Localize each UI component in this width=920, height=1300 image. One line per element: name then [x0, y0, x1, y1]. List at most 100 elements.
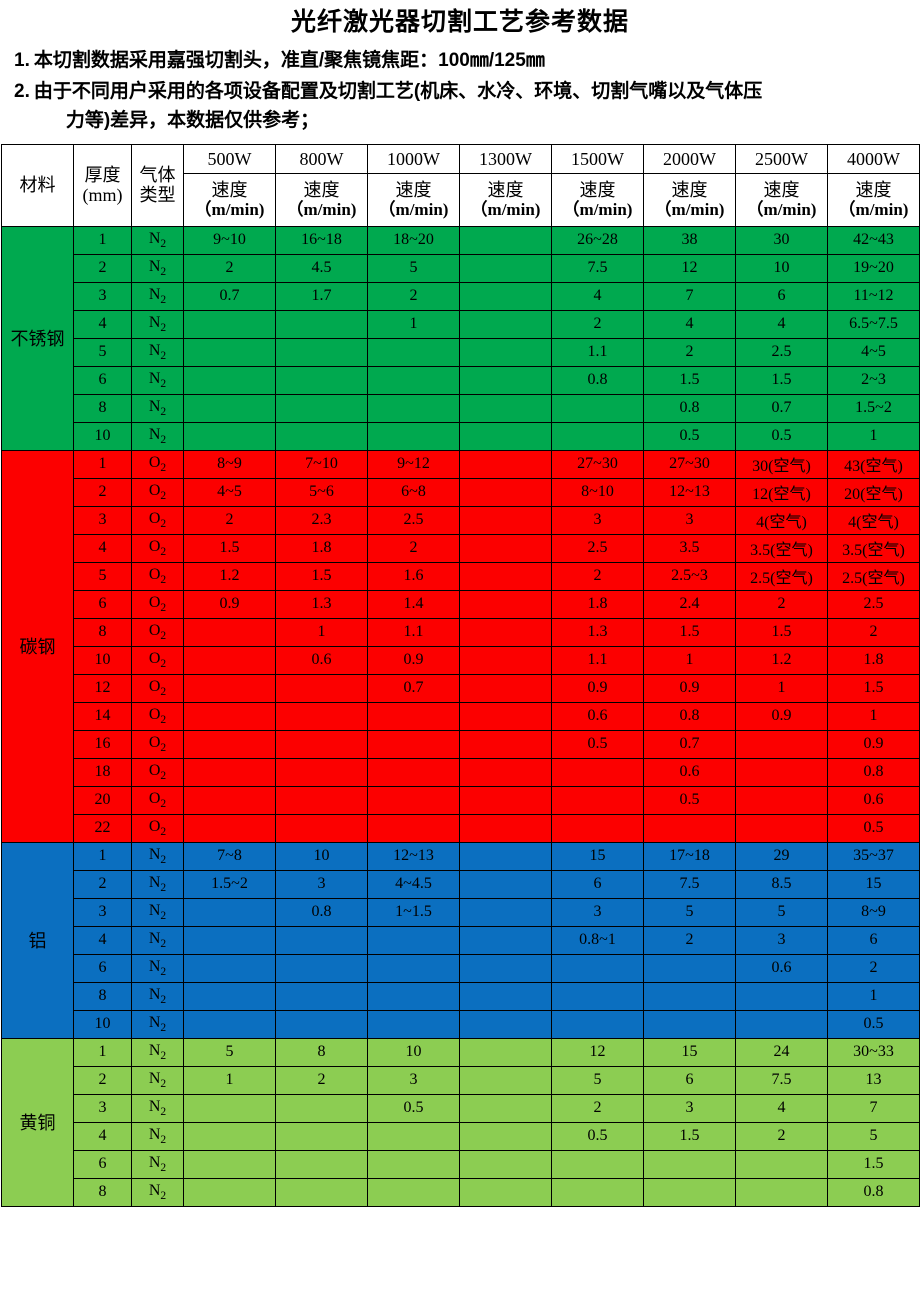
speed-cell [183, 673, 276, 703]
speed-cell: 2.5 [827, 589, 920, 619]
speed-cell [275, 925, 368, 955]
thickness-cell: 4 [73, 309, 132, 339]
table-row: 2 N2 1.5~2 3 4~4.5 6 7.5 8.5 15 [1, 869, 920, 899]
speed-cell: 12(空气) [735, 477, 828, 507]
speed-cell [275, 365, 368, 395]
header-speed-2000w: 速度 （m/min) [643, 172, 736, 227]
speed-cell: 12 [551, 1037, 644, 1067]
gas-type-cell: N2 [131, 337, 184, 367]
page-title: 光纤激光器切割工艺参考数据 [290, 8, 629, 36]
table-row: 10 N2 0.5 0.5 1 [1, 421, 920, 451]
speed-cell [459, 589, 552, 619]
speed-cell: 1.5 [735, 617, 828, 647]
gas-type-cell: O2 [131, 617, 184, 647]
speed-cell [367, 813, 460, 843]
speed-cell: 2.5 [735, 337, 828, 367]
speed-cell [367, 393, 460, 423]
speed-cell: 1.1 [367, 617, 460, 647]
speed-cell [367, 365, 460, 395]
gas-type-cell: N2 [131, 421, 184, 451]
speed-cell [275, 421, 368, 451]
speed-cell: 8~10 [551, 477, 644, 507]
speed-cell [551, 953, 644, 983]
speed-cell: 6 [735, 281, 828, 311]
header-power-800w: 800W [275, 143, 368, 174]
speed-cell [183, 337, 276, 367]
speed-cell [367, 981, 460, 1011]
header-speed-2500w: 速度 （m/min) [735, 172, 828, 227]
header-speed-1300w: 速度 （m/min) [459, 172, 552, 227]
speed-cell: 0.8 [551, 365, 644, 395]
speed-cell [459, 1009, 552, 1039]
speed-cell [551, 757, 644, 787]
table-row: 5 O2 1.2 1.5 1.6 2 2.5~3 2.5(空气) 2.5(空气) [1, 561, 920, 591]
thickness-cell: 6 [73, 365, 132, 395]
speed-cell [459, 785, 552, 815]
table-row: 3 N2 0.8 1~1.5 3 5 5 8~9 [1, 897, 920, 927]
speed-cell: 0.9 [643, 673, 736, 703]
speed-cell: 5 [367, 253, 460, 283]
speed-cell [459, 981, 552, 1011]
speed-cell: 0.9 [551, 673, 644, 703]
gas-type-cell: N2 [131, 925, 184, 955]
speed-cell: 0.5 [367, 1093, 460, 1123]
note-line-1: 由于不同用户采用的各项设备配置及切割工艺(机床、水冷、环境、切割气嘴以及气体压 [33, 80, 763, 102]
header-power-4000w: 4000W [827, 143, 920, 174]
header-power-2500w: 2500W [735, 143, 828, 174]
gas-type-cell: N2 [131, 393, 184, 423]
speed-cell: 30 [735, 225, 828, 255]
speed-cell: 10 [367, 1037, 460, 1067]
gas-type-cell: O2 [131, 729, 184, 759]
table-row: 不锈钢 1 N2 9~10 16~18 18~20 26~28 38 30 42~43 [1, 225, 920, 451]
speed-cell: 1 [643, 645, 736, 675]
speed-cell [459, 1149, 552, 1179]
speed-cell [183, 1121, 276, 1151]
gas-type-cell: O2 [131, 449, 184, 479]
speed-cell: 1.8 [551, 589, 644, 619]
header-power-1000w: 1000W [367, 143, 460, 174]
table-row: 5 N2 1.1 2 2.5 4~5 [1, 337, 920, 367]
speed-cell [459, 701, 552, 731]
speed-cell: 1.1 [551, 337, 644, 367]
speed-cell [367, 701, 460, 731]
thickness-cell: 6 [73, 589, 132, 619]
speed-cell [551, 1177, 644, 1207]
speed-cell [183, 729, 276, 759]
table-row: 6 N2 0.8 1.5 1.5 2~3 [1, 365, 920, 395]
speed-cell: 2 [183, 253, 276, 283]
table-row: 6 O2 0.9 1.3 1.4 1.8 2.4 2 2.5 [1, 589, 920, 619]
speed-cell [643, 1009, 736, 1039]
speed-cell [459, 757, 552, 787]
header-speed-500w: 速度 （m/min) [183, 172, 276, 227]
thickness-cell: 5 [73, 337, 132, 367]
speed-cell [183, 813, 276, 843]
speed-cell [183, 421, 276, 451]
table-row: 22 O2 0.5 [1, 813, 920, 843]
speed-cell: 8 [275, 1037, 368, 1067]
table-row: 3 N2 0.7 1.7 2 4 7 6 11~12 [1, 281, 920, 311]
speed-cell: 0.8 [275, 897, 368, 927]
speed-cell: 30(空气) [735, 449, 828, 479]
speed-cell: 2 [551, 1093, 644, 1123]
speed-cell [643, 953, 736, 983]
speed-cell [275, 1121, 368, 1151]
speed-cell: 0.5 [643, 785, 736, 815]
note-number: 1. [14, 49, 30, 71]
speed-cell: 35~37 [827, 841, 920, 871]
speed-cell [367, 729, 460, 759]
gas-type-cell: O2 [131, 673, 184, 703]
thickness-cell: 3 [73, 897, 132, 927]
speed-cell [275, 1177, 368, 1207]
speed-cell [275, 337, 368, 367]
speed-cell: 5 [183, 1037, 276, 1067]
thickness-cell: 5 [73, 561, 132, 591]
thickness-cell: 14 [73, 701, 132, 731]
table-row: 20 O2 0.5 0.6 [1, 785, 920, 815]
speed-cell: 8~9 [183, 449, 276, 479]
speed-cell: 2.5~3 [643, 561, 736, 591]
speed-cell: 1.5 [643, 1121, 736, 1151]
thickness-cell: 4 [73, 925, 132, 955]
table-row: 4 N2 0.8~1 2 3 6 [1, 925, 920, 955]
gas-type-cell: N2 [131, 869, 184, 899]
